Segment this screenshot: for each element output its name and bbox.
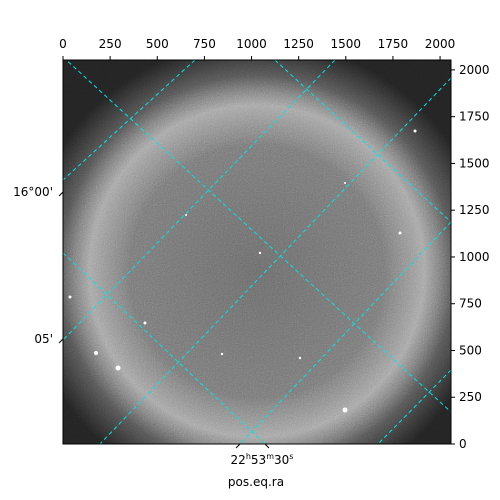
x-tick-label: 1250 xyxy=(283,37,314,51)
x-tick-label: 750 xyxy=(193,37,216,51)
x-tick-label: 2000 xyxy=(425,37,456,51)
wcs-grid xyxy=(63,60,451,444)
ra-tick xyxy=(264,443,270,449)
x-tick-label: 1750 xyxy=(378,37,409,51)
x-tick-label: 500 xyxy=(146,37,169,51)
y-tick-label: 2000 xyxy=(459,63,490,77)
y-tick-label: 1750 xyxy=(459,110,490,124)
stars xyxy=(68,129,417,413)
ra-label-part: 30 xyxy=(274,453,289,467)
ra-label-part: h xyxy=(246,452,251,461)
plot-frame xyxy=(62,59,452,445)
y-tick-label: 1500 xyxy=(459,156,490,170)
y-tick-label: 0 xyxy=(459,437,467,451)
ra-label-part: 53 xyxy=(251,453,266,467)
x-tick-label: 1500 xyxy=(331,37,362,51)
ra-label: 22h53m30s xyxy=(231,452,294,467)
ra-label-part: m xyxy=(266,452,274,461)
y-tick-label: 1250 xyxy=(459,203,490,217)
x-tick-label: 1000 xyxy=(236,37,267,51)
sky-image xyxy=(63,60,451,444)
x-axis-label: pos.eq.ra xyxy=(228,475,284,489)
dec-tick xyxy=(58,191,64,197)
x-tick-label: 0 xyxy=(59,37,67,51)
x-tick-label: 250 xyxy=(99,37,122,51)
dec-tick xyxy=(58,338,64,344)
ra-tick xyxy=(235,443,241,449)
y-tick-label: 250 xyxy=(459,390,482,404)
ra-label-part: s xyxy=(289,452,293,461)
y-tick-label: 1000 xyxy=(459,250,490,264)
dec-label: 16°00' xyxy=(13,185,53,199)
dec-label: 05' xyxy=(34,332,53,346)
y-tick-label: 500 xyxy=(459,343,482,357)
y-tick-label: 750 xyxy=(459,297,482,311)
ra-label-part: 22 xyxy=(231,453,246,467)
